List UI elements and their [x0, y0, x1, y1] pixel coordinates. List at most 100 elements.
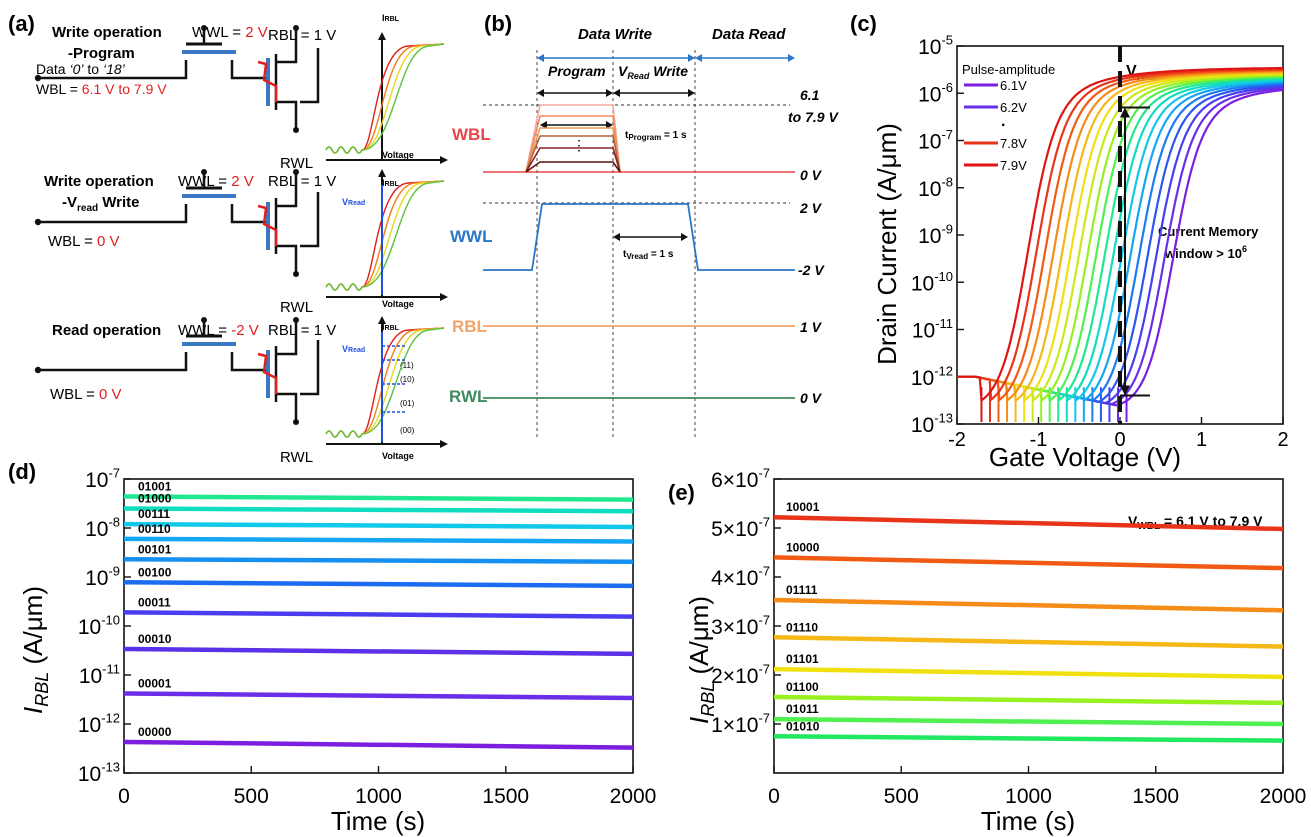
- c-legend-label: 6.1V: [1000, 78, 1027, 93]
- vread-write-arrow-head-r: [688, 89, 695, 97]
- rbl-line: [276, 30, 298, 64]
- d-y-tick-label: 10-12: [78, 711, 120, 737]
- storage-node: [230, 60, 268, 80]
- program-title-1: Write operation: [52, 24, 162, 41]
- tprogram-label: tProgram = 1 s: [625, 130, 687, 142]
- wwl-level-high: 2 V: [799, 200, 823, 216]
- rbl-line: [276, 174, 298, 208]
- rwl-line: [276, 392, 298, 420]
- d-series-00100: [123, 580, 634, 589]
- d-series-label: 00101: [138, 542, 172, 556]
- mini-plot-2-vread: VRead: [342, 197, 365, 207]
- e-series-label: 01111: [786, 583, 818, 597]
- d-series-00011: [123, 610, 634, 619]
- data-write-label: Data Write: [578, 26, 652, 43]
- d-series-00110: [123, 536, 634, 544]
- mini-y-arrow: [378, 316, 386, 324]
- mini-x-arrow: [440, 293, 448, 301]
- wbl-line: [40, 204, 188, 224]
- program-phase-label: Program: [548, 63, 606, 79]
- c-x-tick-label: 1: [1196, 429, 1207, 451]
- wbl-level-low: 0 V: [800, 167, 823, 183]
- wbl-pulse: [525, 115, 621, 173]
- e-series-01100: [773, 694, 1284, 706]
- data-read-arrow-head-l: [695, 54, 702, 62]
- wbl-level-high-2: to 7.9 V: [788, 109, 839, 125]
- signal-wbl: WBL: [452, 125, 491, 144]
- d-y-tick-label: 10-9: [85, 564, 120, 590]
- d-x-tick-label: 0: [118, 785, 130, 808]
- tvread-arrow-head-r: [681, 233, 688, 241]
- rwl-line: [276, 100, 298, 128]
- e-xlabel: Time (s): [981, 806, 1075, 836]
- cell-read: [34, 317, 320, 425]
- rwl-node: [293, 271, 299, 277]
- c-y-tick-label: 10-9: [918, 222, 953, 248]
- e-series-10001: [773, 514, 1284, 532]
- mini-plot-program: [325, 32, 448, 164]
- e-series-label: 01011: [786, 702, 819, 716]
- charge-path: [257, 60, 278, 102]
- wbl-line: [40, 60, 188, 80]
- vread-write-arrow-head-l: [613, 89, 620, 97]
- c-plot-area: [956, 45, 1284, 425]
- wbl-level-high-1: 6.1: [800, 87, 820, 103]
- panel-label-c: (c): [850, 11, 877, 36]
- mini-plot-3-xlabel: Voltage: [382, 451, 414, 461]
- rbl-node: [293, 317, 299, 323]
- c-y-tick-label: 10-8: [918, 174, 953, 200]
- e-series-10000: [773, 555, 1284, 571]
- mini-curve: [325, 180, 445, 291]
- e-y-tick-label: 3×10-7: [711, 613, 770, 639]
- mini-curve: [325, 43, 445, 154]
- program-arrow-head-r: [606, 89, 613, 97]
- rwl-node: [293, 419, 299, 425]
- d-series-label: 00000: [138, 725, 172, 739]
- d-series-label: 01001: [138, 479, 172, 493]
- tprogram-arrow-head-r: [606, 121, 613, 129]
- e-plot-area: [773, 478, 1284, 774]
- e-series-01011: [773, 716, 1284, 727]
- d-series-label: 00010: [138, 632, 172, 646]
- body-line: [300, 192, 320, 248]
- e-y-tick-label: 6×10-7: [711, 466, 770, 492]
- mini-plot-2-ylabel: IRBL: [382, 178, 400, 188]
- mini-plot-3-vread: VRead: [342, 344, 365, 354]
- storage-node: [230, 204, 268, 224]
- c-legend-label: 6.2V: [1000, 100, 1027, 115]
- cell-program: [34, 25, 320, 133]
- signal-rbl: RBL: [452, 317, 487, 336]
- d-series-00000: [123, 739, 634, 750]
- wbl-node: [34, 218, 42, 226]
- data-write-arrow-head-r: [688, 54, 695, 62]
- panel-label-d: (d): [8, 459, 36, 484]
- charge-path: [257, 204, 278, 246]
- data-write-arrow-head-l: [537, 54, 544, 62]
- d-series-label: 00111: [138, 507, 170, 521]
- program-rbl: RBL = 1 V: [268, 27, 336, 44]
- tvread-label: tVread = 1 s: [623, 249, 674, 261]
- e-ylabel: IRBL (A/μm): [684, 596, 718, 724]
- wwl-node: [201, 169, 207, 175]
- c-x-tick-label: 2: [1277, 429, 1288, 451]
- vread-title-1: Write operation: [44, 173, 154, 190]
- c-legend-label: 7.9V: [1000, 158, 1027, 173]
- rwl-node: [293, 127, 299, 133]
- d-series-label: 00100: [138, 565, 172, 579]
- d-series-label: 00001: [138, 676, 172, 690]
- c-y-tick-label: 10-5: [918, 33, 953, 59]
- mini-x-arrow: [440, 156, 448, 164]
- level-11: (11): [400, 361, 414, 370]
- d-series-01000: [123, 506, 634, 514]
- wbl-ellipsis: ⋮: [572, 137, 586, 153]
- c-window-arrow-bottom: [1120, 385, 1130, 396]
- e-series-label: 01101: [786, 652, 819, 666]
- e-series-01101: [773, 666, 1284, 680]
- wbl-pulse: [525, 135, 621, 173]
- e-series-01010: [773, 734, 1284, 743]
- e-x-tick-label: 1500: [1132, 785, 1179, 808]
- d-y-tick-label: 10-10: [78, 613, 120, 639]
- e-series-label: 01110: [786, 620, 818, 634]
- mini-y-arrow: [378, 32, 386, 40]
- program-data-note: Data ‘0’ to ‘18’: [36, 61, 126, 77]
